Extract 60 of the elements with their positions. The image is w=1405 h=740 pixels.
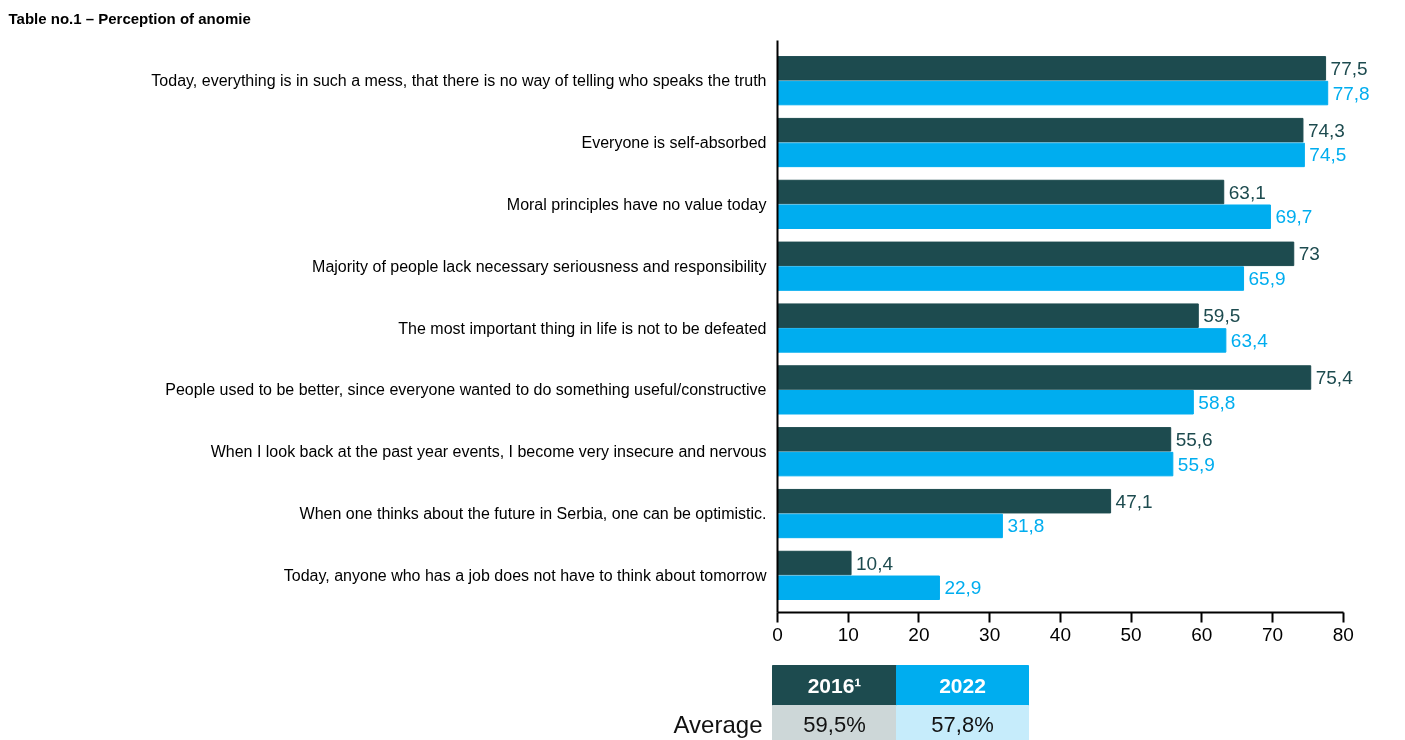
x-tick-label: 40 [1049, 623, 1071, 645]
text: Table no.1 – Perception of anomie [8, 10, 251, 27]
bar [777, 179, 1225, 205]
bar [777, 575, 940, 601]
y-tick-label: Majority of people lack necessary seriousness and responsibility [312, 257, 767, 275]
data-label: 77,5 [1330, 57, 1368, 79]
bar [777, 390, 1194, 415]
data-label: 69,7 [1275, 206, 1313, 228]
data-label: 74,3 [1307, 119, 1345, 141]
data-label: 22,9 [944, 577, 982, 599]
text: Average [673, 711, 763, 738]
bar [777, 451, 1174, 477]
data-label: 77,8 [1332, 82, 1370, 104]
x-tick-label: 70 [1261, 623, 1284, 645]
x-tick-label: 30 [979, 623, 1001, 645]
text: 2022 [939, 673, 986, 697]
y-tick-label: The most important thing in life is not to be defeated [398, 319, 767, 337]
y-tick-label: When one thinks about the future in Serbia, one can be optimistic. [299, 505, 767, 523]
text: 59,5% [803, 712, 866, 737]
bar [777, 117, 1304, 143]
y-tick-label: Today, anyone who has a job does not have to think about tomorrow [283, 566, 767, 584]
data-label: 73 [1298, 243, 1320, 265]
bar [777, 241, 1295, 267]
x-tick-label: 10 [837, 623, 859, 645]
data-label: 63,4 [1230, 329, 1269, 351]
text: 2016¹ [807, 674, 862, 697]
data-label: 55,6 [1175, 428, 1213, 450]
y-tick-label: Moral principles have no value today [506, 195, 767, 213]
y-tick-label: Today, everything is in such a mess, that there is no way of telling who speaks the truth [151, 72, 767, 90]
bar [777, 80, 1329, 106]
x-tick-label: 20 [908, 623, 930, 645]
data-label: 55,9 [1177, 453, 1215, 475]
data-label: 10,4 [856, 552, 894, 574]
data-label: 59,5 [1203, 305, 1241, 327]
bar [777, 142, 1305, 168]
data-label: 65,9 [1248, 268, 1286, 290]
data-label: 31,8 [1007, 515, 1045, 537]
y-tick-label: When I look back at the past year events, I become very insecure and nervous [210, 443, 767, 461]
data-label: 47,1 [1115, 490, 1153, 512]
bar [777, 365, 1312, 390]
bar [777, 303, 1199, 328]
bar [777, 550, 852, 576]
x-tick-label: 60 [1191, 623, 1213, 645]
bar [777, 488, 1112, 514]
bar [777, 328, 1227, 353]
bar [777, 427, 1172, 452]
x-tick-label: 0 [772, 623, 783, 645]
bar [777, 204, 1271, 229]
data-label: 74,5 [1309, 144, 1347, 166]
y-tick-label: Everyone is self-absorbed [581, 134, 767, 152]
data-label: 63,1 [1228, 181, 1266, 203]
bar [777, 56, 1327, 81]
bar [777, 513, 1003, 539]
bar [777, 266, 1245, 291]
x-tick-label: 80 [1332, 623, 1354, 645]
x-tick-label: 50 [1120, 623, 1142, 645]
data-label: 75,4 [1315, 367, 1354, 389]
data-label: 58,8 [1198, 391, 1236, 413]
y-tick-label: People used to be better, since everyone wanted to do something useful/constructive [165, 381, 767, 399]
text: 57,8% [931, 712, 994, 737]
